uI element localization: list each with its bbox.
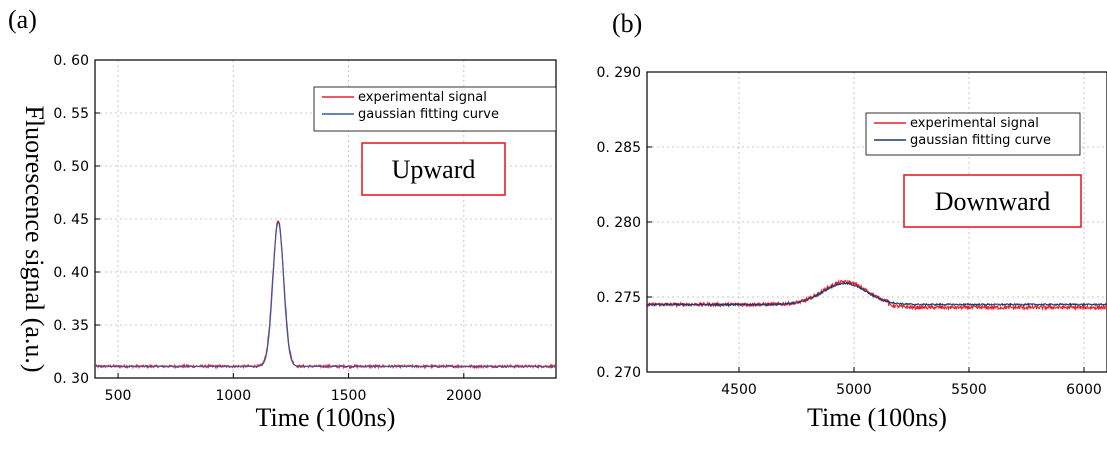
annotation-box — [903, 174, 1082, 228]
y-tick-label: 0. 290 — [596, 65, 641, 81]
panel-label: (b) — [612, 9, 642, 38]
x-axis-label: Time (100ns) — [256, 403, 396, 432]
y-tick-label: 0. 275 — [596, 290, 641, 306]
legend-entry: gaussian fitting curve — [910, 133, 1051, 148]
series-line-experimental — [95, 220, 556, 370]
x-tick-label: 6000 — [1066, 382, 1102, 398]
y-tick-label: 0. 30 — [53, 371, 89, 387]
legend-box — [313, 86, 557, 132]
x-tick-label: 1500 — [331, 388, 367, 404]
x-tick-label: 1000 — [215, 388, 251, 404]
y-tick-label: 0. 50 — [53, 159, 89, 175]
legend-entry: gaussian fitting curve — [358, 107, 499, 122]
annotation-text: Downward — [935, 187, 1051, 216]
y-tick-label: 0. 35 — [53, 318, 89, 334]
panel-a: (a) 500 1000 1500 2000 0. 30 0. 35 0. 40 0. 45 0.… — [8, 5, 557, 432]
legend-entry: experimental signal — [358, 90, 487, 105]
legend-box — [865, 112, 1081, 156]
y-tick-label: 0. 285 — [596, 140, 641, 156]
y-tick-label: 0. 60 — [53, 53, 89, 69]
panel-b: (b) 4500 5000 5500 6000 0. 270 0. 275 0. 280 0. … — [596, 9, 1107, 432]
x-tick-label: 4500 — [721, 382, 757, 398]
y-axis-label: Fluorescence signal (a.u.) — [20, 105, 49, 372]
series-line-experimental — [647, 278, 1107, 312]
x-tick-label: 5500 — [951, 382, 987, 398]
series-line-fit — [95, 221, 556, 367]
panel-label: (a) — [8, 5, 37, 34]
y-tick-label: 0. 280 — [596, 215, 641, 231]
y-tick-label: 0. 270 — [596, 365, 641, 381]
x-tick-label: 5000 — [836, 382, 872, 398]
x-tick-label: 2000 — [446, 388, 482, 404]
y-tick-label: 0. 45 — [53, 212, 89, 228]
y-tick-label: 0. 55 — [53, 106, 89, 122]
y-tick-label: 0. 40 — [53, 265, 89, 281]
x-axis-label: Time (100ns) — [807, 403, 947, 432]
annotation-box — [361, 142, 506, 196]
legend: experimental signal gaussian fitting curv… — [313, 86, 557, 132]
series-line-fit — [647, 281, 1107, 307]
annotation-text: Upward — [392, 155, 476, 184]
legend: experimental signal gaussian fitting curv… — [865, 112, 1081, 156]
x-tick-label: 500 — [105, 388, 132, 404]
legend-entry: experimental signal — [910, 116, 1039, 131]
